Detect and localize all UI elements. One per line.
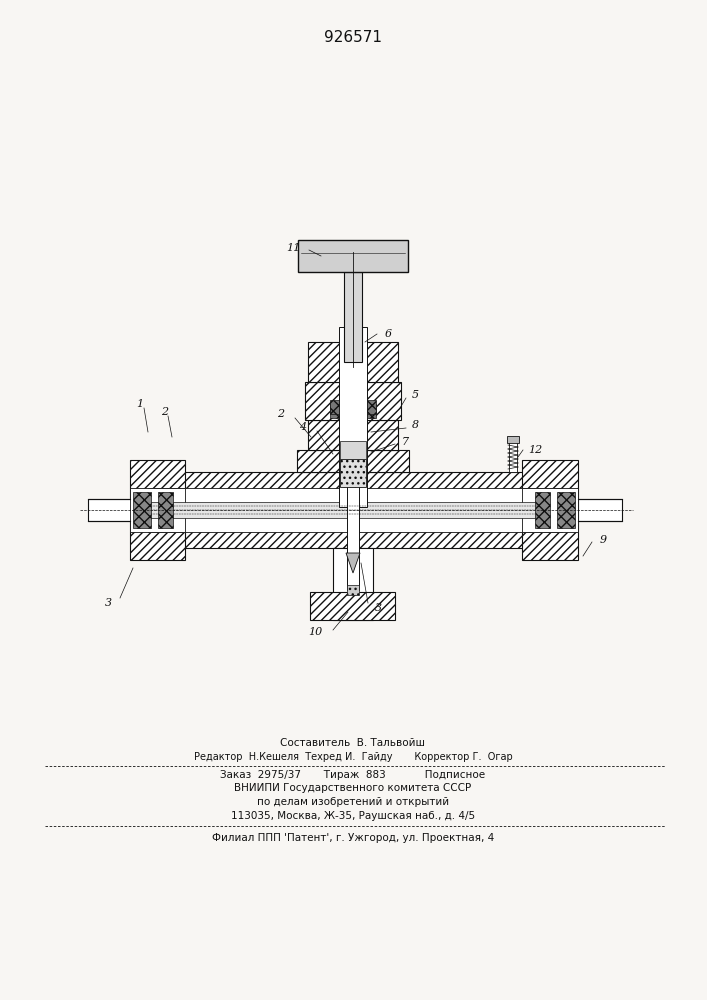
Bar	[367, 400, 376, 414]
Bar	[310, 592, 395, 620]
Text: Заказ  2975/37       Тираж  883            Подписное: Заказ 2975/37 Тираж 883 Подписное	[221, 770, 486, 780]
Text: 5: 5	[411, 390, 419, 400]
Bar	[330, 400, 339, 414]
Text: 926571: 926571	[324, 29, 382, 44]
Text: 12: 12	[528, 445, 542, 455]
Bar	[148, 472, 562, 548]
Bar	[308, 342, 398, 382]
Text: 4: 4	[300, 422, 307, 432]
Bar	[130, 460, 185, 560]
Bar	[148, 502, 540, 518]
Bar	[158, 492, 173, 528]
Bar	[344, 272, 362, 362]
Bar	[130, 488, 185, 532]
Bar	[330, 404, 339, 418]
Bar	[522, 460, 578, 560]
Bar	[340, 441, 366, 459]
Text: 2: 2	[161, 407, 168, 417]
Bar	[347, 585, 359, 595]
Text: Редактор  Н.Кешеля  Техред И.  Гайду       Корректор Г.  Огар: Редактор Н.Кешеля Техред И. Гайду Коррек…	[194, 752, 513, 762]
Text: Составитель  В. Тальвойш: Составитель В. Тальвойш	[281, 738, 426, 748]
Bar	[509, 442, 517, 472]
Text: 1: 1	[136, 399, 144, 409]
Bar	[298, 240, 408, 272]
Bar	[297, 450, 409, 472]
Text: 11: 11	[286, 243, 300, 253]
Text: 9: 9	[600, 535, 607, 545]
Text: 3: 3	[375, 603, 382, 613]
Bar	[347, 472, 359, 590]
Bar	[88, 499, 132, 521]
Text: 2: 2	[277, 409, 284, 419]
Bar	[367, 404, 376, 418]
Bar	[522, 488, 578, 532]
Polygon shape	[346, 553, 360, 573]
Text: 7: 7	[402, 437, 409, 447]
Bar	[578, 499, 622, 521]
Text: 6: 6	[385, 329, 392, 339]
Bar	[333, 548, 373, 620]
Bar	[507, 436, 519, 443]
Text: 3: 3	[105, 598, 112, 608]
Bar	[133, 492, 151, 528]
Bar	[308, 420, 398, 450]
Text: 10: 10	[308, 627, 322, 637]
Text: по делам изобретений и открытий: по делам изобретений и открытий	[257, 797, 449, 807]
Text: 113035, Москва, Ж-35, Раушская наб., д. 4/5: 113035, Москва, Ж-35, Раушская наб., д. …	[231, 811, 475, 821]
Bar	[557, 492, 575, 528]
Text: ВНИИПИ Государственного комитета СССР: ВНИИПИ Государственного комитета СССР	[235, 783, 472, 793]
Bar	[305, 382, 401, 420]
Bar	[148, 488, 562, 532]
Bar	[535, 492, 550, 528]
Bar	[340, 459, 366, 487]
Bar	[339, 327, 367, 507]
Text: 8: 8	[411, 420, 419, 430]
Text: Филиал ППП 'Патент', г. Ужгород, ул. Проектная, 4: Филиал ППП 'Патент', г. Ужгород, ул. Про…	[212, 833, 494, 843]
